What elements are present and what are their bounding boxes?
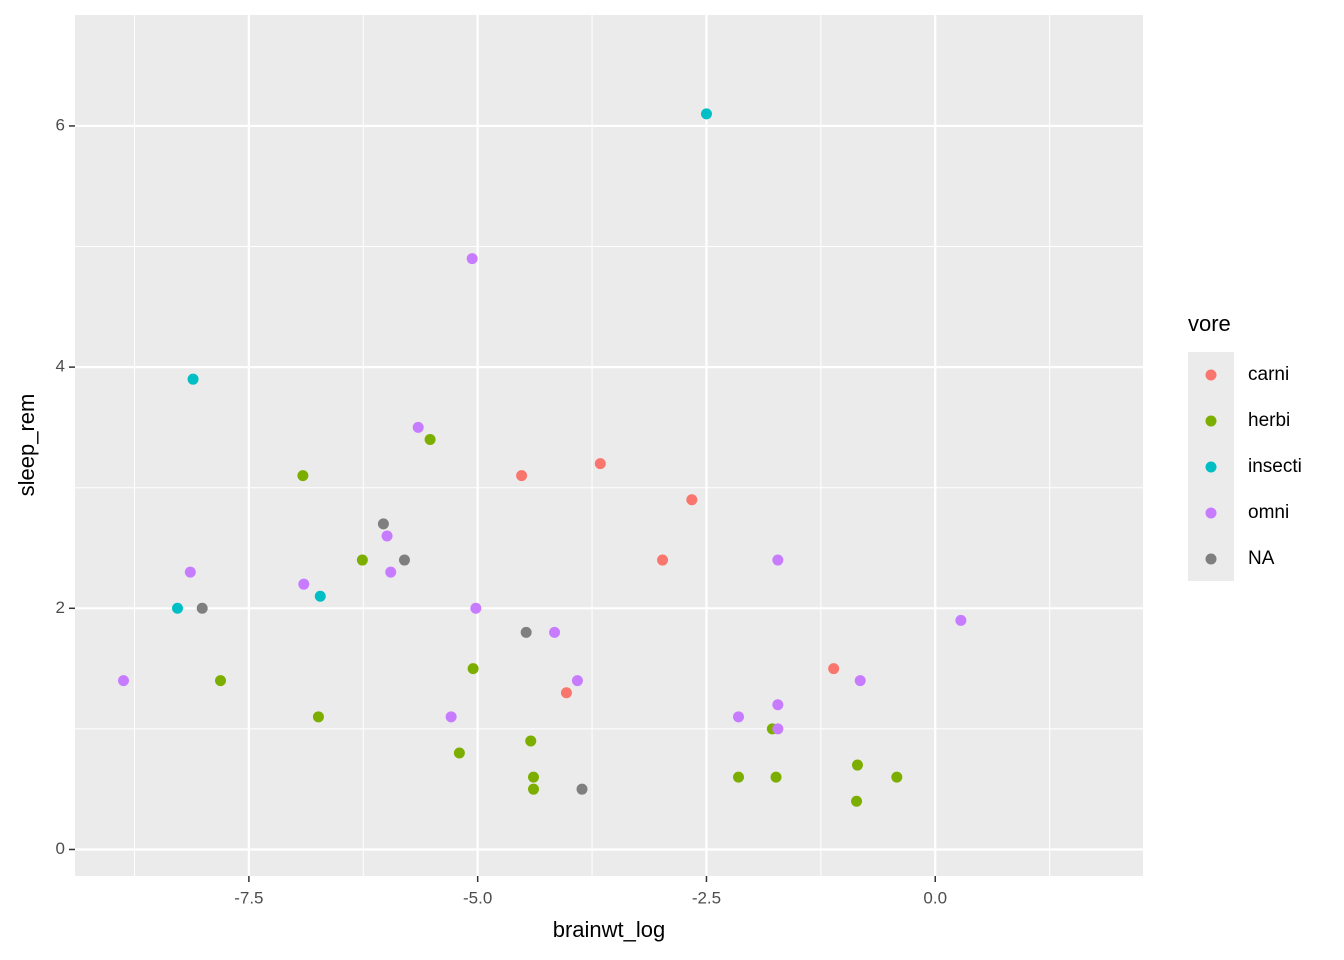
legend-label: herbi bbox=[1248, 410, 1290, 431]
x-tick-label: -7.5 bbox=[234, 888, 263, 907]
point bbox=[770, 771, 782, 783]
point bbox=[184, 566, 196, 578]
legend-label: carni bbox=[1248, 364, 1289, 385]
legend-key bbox=[1205, 415, 1217, 427]
legend-label: NA bbox=[1248, 548, 1275, 569]
point bbox=[356, 554, 368, 566]
point bbox=[215, 675, 227, 687]
panel-background bbox=[75, 15, 1143, 876]
point bbox=[196, 602, 208, 614]
x-tick-label: 0.0 bbox=[923, 888, 947, 907]
legend-key bbox=[1205, 369, 1217, 381]
point bbox=[576, 783, 588, 795]
point bbox=[453, 747, 465, 759]
point bbox=[445, 711, 457, 723]
point bbox=[700, 108, 712, 120]
point bbox=[398, 554, 410, 566]
point bbox=[520, 626, 532, 638]
point bbox=[594, 458, 606, 470]
legend-key bbox=[1205, 507, 1217, 519]
point bbox=[549, 626, 561, 638]
point bbox=[560, 687, 572, 699]
point bbox=[527, 771, 539, 783]
legend-label: omni bbox=[1248, 502, 1289, 523]
point bbox=[851, 759, 863, 771]
legend-label: insecti bbox=[1248, 456, 1302, 477]
point bbox=[686, 494, 698, 506]
point bbox=[312, 711, 324, 723]
point bbox=[187, 373, 199, 385]
point bbox=[377, 518, 389, 530]
point bbox=[772, 699, 784, 711]
point bbox=[527, 783, 539, 795]
point bbox=[854, 675, 866, 687]
legend-key bbox=[1205, 553, 1217, 565]
point bbox=[732, 771, 744, 783]
legend-key bbox=[1205, 461, 1217, 473]
point bbox=[732, 711, 744, 723]
point bbox=[298, 578, 310, 590]
point bbox=[571, 675, 583, 687]
point bbox=[470, 602, 482, 614]
point bbox=[851, 795, 863, 807]
x-tick-label: -2.5 bbox=[692, 888, 721, 907]
point bbox=[412, 421, 424, 433]
point bbox=[385, 566, 397, 578]
point bbox=[828, 663, 840, 675]
point bbox=[297, 470, 309, 482]
point bbox=[314, 590, 326, 602]
point bbox=[525, 735, 537, 747]
point bbox=[118, 675, 130, 687]
point bbox=[467, 663, 479, 675]
point bbox=[171, 602, 183, 614]
point bbox=[516, 470, 528, 482]
x-axis-title: brainwt_log bbox=[553, 917, 666, 942]
point bbox=[424, 433, 436, 445]
point bbox=[772, 723, 784, 735]
x-tick-label: -5.0 bbox=[463, 888, 492, 907]
legend-title: vore bbox=[1188, 311, 1231, 336]
y-tick-label: 0 bbox=[56, 839, 65, 858]
y-axis-title: sleep_rem bbox=[14, 394, 39, 497]
point bbox=[955, 614, 967, 626]
y-tick-label: 2 bbox=[56, 598, 65, 617]
y-tick-label: 4 bbox=[56, 357, 65, 376]
point bbox=[466, 253, 478, 265]
y-tick-label: 6 bbox=[56, 115, 65, 134]
point bbox=[657, 554, 669, 566]
point bbox=[891, 771, 903, 783]
point bbox=[381, 530, 393, 542]
point bbox=[772, 554, 784, 566]
